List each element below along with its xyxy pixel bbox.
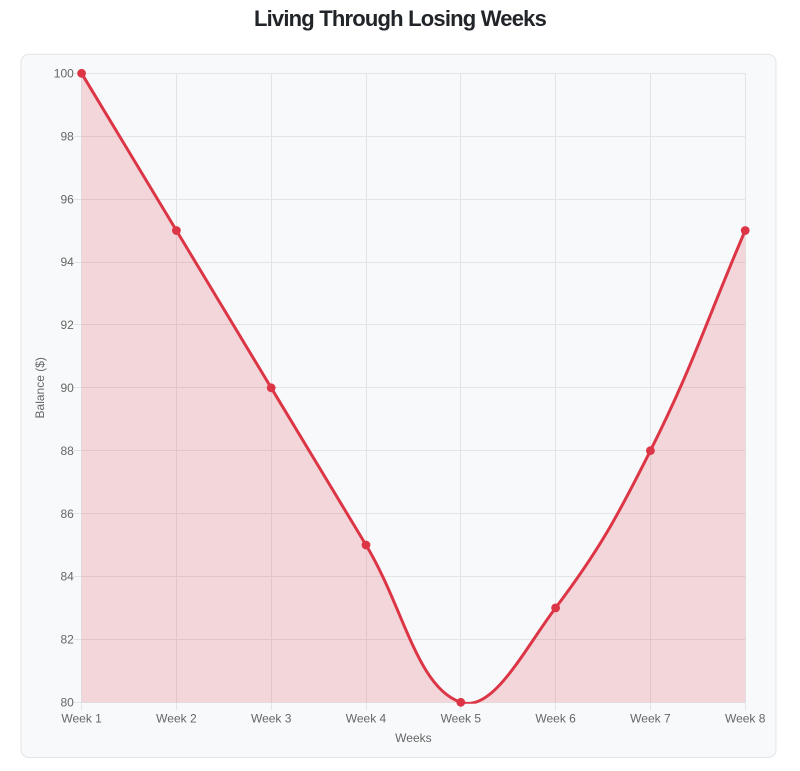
svg-text:Week 8: Week 8: [725, 712, 766, 726]
svg-text:Week 6: Week 6: [535, 712, 576, 726]
svg-text:Week 2: Week 2: [156, 712, 197, 726]
svg-text:80: 80: [60, 696, 74, 710]
svg-text:92: 92: [60, 318, 74, 332]
svg-text:94: 94: [60, 255, 74, 269]
svg-text:Week 5: Week 5: [441, 712, 482, 726]
svg-text:98: 98: [60, 129, 74, 143]
svg-text:88: 88: [60, 444, 74, 458]
svg-text:100: 100: [54, 67, 74, 81]
svg-text:82: 82: [60, 633, 74, 647]
svg-text:Week 1: Week 1: [61, 712, 102, 726]
svg-text:Weeks: Weeks: [395, 731, 431, 745]
svg-text:84: 84: [60, 570, 74, 584]
svg-text:96: 96: [60, 192, 74, 206]
svg-text:Balance ($): Balance ($): [33, 357, 47, 418]
svg-text:Week 4: Week 4: [346, 712, 387, 726]
svg-text:90: 90: [60, 381, 74, 395]
svg-text:Week 7: Week 7: [630, 712, 671, 726]
svg-text:86: 86: [60, 507, 74, 521]
svg-text:Week 3: Week 3: [251, 712, 292, 726]
